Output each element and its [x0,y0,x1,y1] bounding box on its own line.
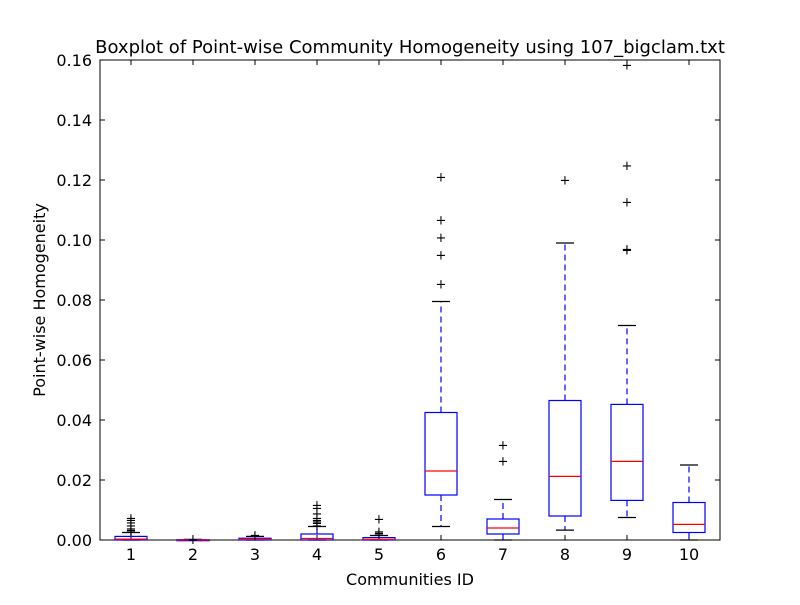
outlier-marker: + [126,516,137,531]
x-tick-label: 7 [498,545,508,564]
outlier-marker: + [622,196,633,211]
box-iqr [424,411,458,496]
outlier-marker: + [126,514,137,529]
outlier-marker: + [498,439,509,454]
outlier-marker: + [622,159,633,174]
outlier-marker: + [312,507,323,522]
y-tick-label: 0.02 [56,471,92,490]
outlier-marker: + [436,214,447,229]
y-tick-label: 0.10 [56,231,92,250]
x-tick-label: 8 [560,545,570,564]
outlier-marker: + [374,525,385,540]
outlier-marker: + [312,499,323,514]
outlier-marker: + [312,514,323,529]
outlier-marker: + [622,59,633,74]
outlier-marker: + [622,242,633,257]
y-tick-label: 0.08 [56,291,92,310]
outlier-marker: + [312,502,323,517]
outlier-marker: + [436,248,447,263]
outlier-marker: + [374,528,385,543]
x-tick-label: 2 [188,545,198,564]
outlier-marker: + [498,455,509,470]
outlier-marker: + [560,173,571,188]
x-tick-label: 3 [250,545,260,564]
chart-title: Boxplot of Point-wise Community Homogene… [95,37,725,58]
x-axis-label: Communities ID [346,570,474,589]
outlier-marker: + [312,512,323,527]
y-tick-label: 0.12 [56,171,92,190]
outlier-marker: + [436,231,447,246]
outlier-marker: + [622,244,633,259]
outlier-marker: + [126,512,137,527]
x-tick-label: 1 [126,545,136,564]
outlier-marker: + [188,533,199,548]
y-tick-label: 0.16 [56,51,92,70]
outlier-marker: + [250,530,261,545]
plot-frame [99,59,721,541]
y-axis-label: Point-wise Homogeneity [30,203,49,397]
outlier-marker: + [374,527,385,542]
box-iqr [486,518,520,535]
outlier-marker: + [126,519,137,534]
x-tick-label: 5 [374,545,384,564]
box-iqr [548,399,582,517]
x-tick-label: 10 [679,545,699,564]
outlier-marker: + [374,512,385,527]
x-tick-label: 4 [312,545,322,564]
box-iqr [114,535,148,541]
outlier-marker: + [312,515,323,530]
box-iqr [300,533,334,541]
outlier-marker: + [126,522,137,537]
outlier-marker: + [312,519,323,534]
plot-area: 0.00 0.02 0.04 0.06 0.08 0.10 0.12 0.14 0.16 1 2 3 4… [56,51,721,564]
outlier-marker: + [436,170,447,185]
y-tick-label: 0.14 [56,111,92,130]
y-tick-label: 0.06 [56,351,92,370]
y-tick-label: 0.00 [56,531,92,550]
outlier-marker: + [126,524,137,539]
box-iqr [610,403,644,501]
outlier-marker: + [126,525,137,540]
x-tick-label: 9 [622,545,632,564]
box-iqr [672,501,706,534]
outlier-marker: + [312,517,323,532]
x-tick-label: 6 [436,545,446,564]
outlier-marker: + [250,529,261,544]
y-tick-label: 0.04 [56,411,92,430]
outlier-marker: + [436,278,447,293]
